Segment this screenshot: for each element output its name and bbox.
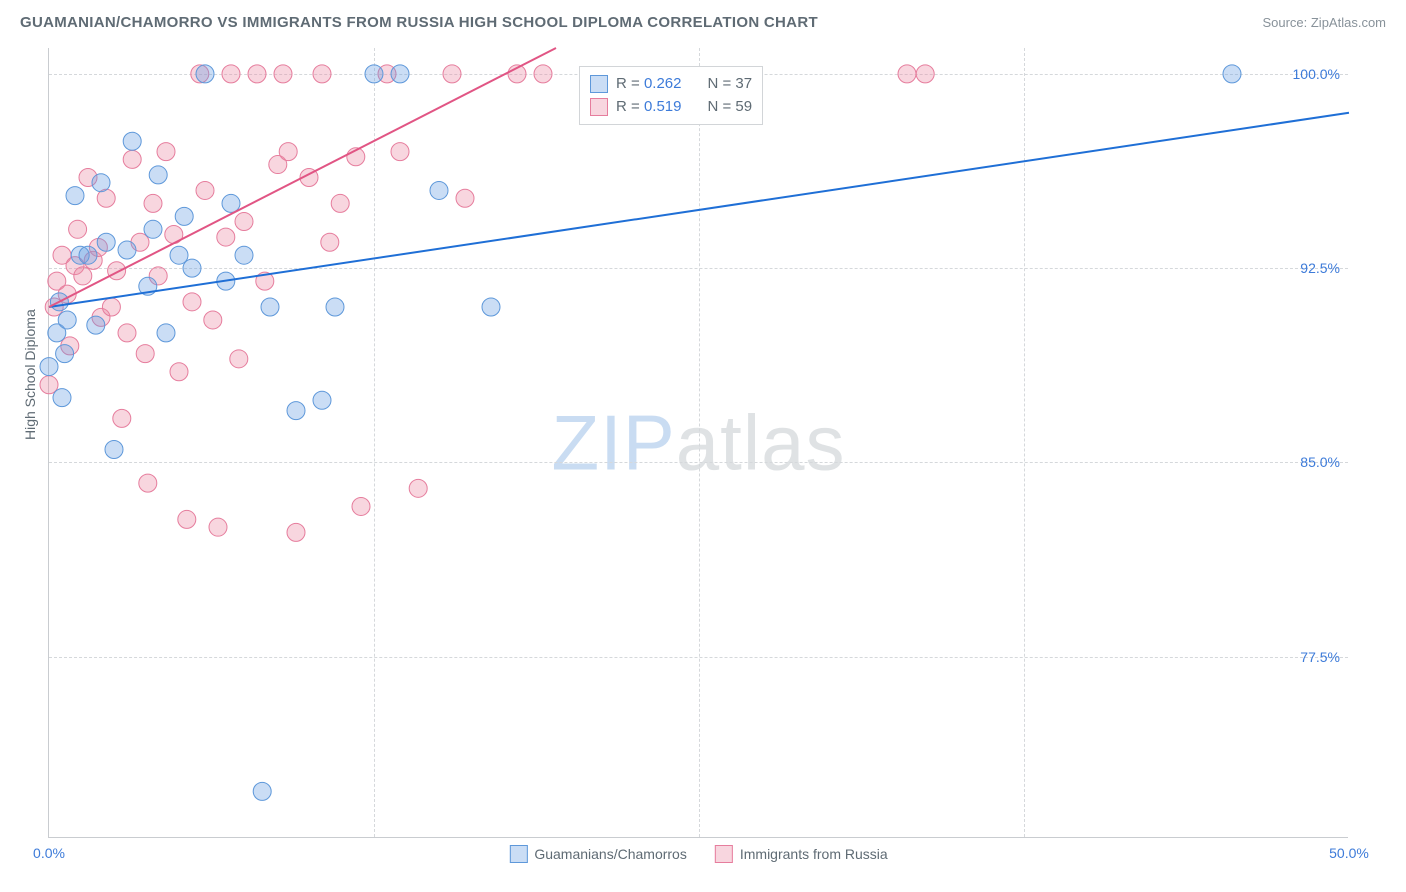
data-point bbox=[230, 350, 248, 368]
data-point bbox=[178, 510, 196, 528]
data-point bbox=[313, 391, 331, 409]
data-point bbox=[274, 65, 292, 83]
data-point bbox=[108, 262, 126, 280]
data-point bbox=[113, 409, 131, 427]
data-point bbox=[534, 65, 552, 83]
data-point bbox=[183, 259, 201, 277]
legend-row: R = 0.519 N = 59 bbox=[590, 96, 752, 119]
data-point bbox=[196, 65, 214, 83]
data-point bbox=[391, 143, 409, 161]
chart-title: GUAMANIAN/CHAMORRO VS IMMIGRANTS FROM RU… bbox=[20, 14, 818, 31]
data-point bbox=[204, 311, 222, 329]
plot-area: ZIPatlas R = 0.262N = 37R = 0.519N = 59 … bbox=[48, 48, 1348, 838]
data-point bbox=[79, 246, 97, 264]
data-point bbox=[409, 479, 427, 497]
data-point bbox=[66, 187, 84, 205]
data-point bbox=[69, 220, 87, 238]
data-point bbox=[321, 233, 339, 251]
data-point bbox=[157, 143, 175, 161]
data-point bbox=[123, 150, 141, 168]
data-point bbox=[183, 293, 201, 311]
data-point bbox=[235, 246, 253, 264]
data-point bbox=[456, 189, 474, 207]
data-point bbox=[261, 298, 279, 316]
legend-item-a: Guamanians/Chamorros bbox=[509, 845, 687, 863]
data-point bbox=[916, 65, 934, 83]
data-point bbox=[365, 65, 383, 83]
x-tick-label: 0.0% bbox=[33, 845, 65, 861]
data-point bbox=[53, 389, 71, 407]
r-label: R = 0.262 bbox=[616, 73, 681, 96]
legend-label-a: Guamanians/Chamorros bbox=[534, 846, 687, 862]
data-point bbox=[40, 358, 58, 376]
data-point bbox=[287, 402, 305, 420]
data-point bbox=[74, 267, 92, 285]
data-point bbox=[352, 497, 370, 515]
y-axis-label: High School Diploma bbox=[22, 309, 38, 440]
data-point bbox=[144, 220, 162, 238]
swatch-icon bbox=[509, 845, 527, 863]
legend-label-b: Immigrants from Russia bbox=[740, 846, 888, 862]
x-tick-label: 50.0% bbox=[1329, 845, 1369, 861]
data-point bbox=[1223, 65, 1241, 83]
legend-item-b: Immigrants from Russia bbox=[715, 845, 888, 863]
data-point bbox=[482, 298, 500, 316]
legend-row: R = 0.262 N = 37 bbox=[590, 73, 752, 96]
data-point bbox=[56, 345, 74, 363]
swatch-icon bbox=[715, 845, 733, 863]
data-point bbox=[175, 207, 193, 225]
data-point bbox=[136, 345, 154, 363]
data-point bbox=[331, 194, 349, 212]
data-point bbox=[313, 65, 331, 83]
data-point bbox=[253, 782, 271, 800]
data-point bbox=[209, 518, 227, 536]
data-point bbox=[443, 65, 461, 83]
data-point bbox=[430, 181, 448, 199]
swatch-icon bbox=[590, 75, 608, 93]
data-point bbox=[279, 143, 297, 161]
data-point bbox=[87, 316, 105, 334]
n-label: N = 59 bbox=[707, 96, 752, 119]
correlation-legend: R = 0.262 N = 37 R = 0.519 N = 59 bbox=[579, 66, 763, 125]
trend-line bbox=[49, 113, 1349, 307]
r-label: R = 0.519 bbox=[616, 96, 681, 119]
data-point bbox=[102, 298, 120, 316]
data-point bbox=[149, 166, 167, 184]
data-point bbox=[139, 474, 157, 492]
data-point bbox=[326, 298, 344, 316]
data-point bbox=[898, 65, 916, 83]
data-point bbox=[92, 174, 110, 192]
data-point bbox=[105, 440, 123, 458]
data-point bbox=[248, 65, 266, 83]
chart-source: Source: ZipAtlas.com bbox=[1262, 15, 1386, 30]
data-point bbox=[235, 213, 253, 231]
data-point bbox=[97, 233, 115, 251]
data-point bbox=[217, 228, 235, 246]
data-point bbox=[196, 181, 214, 199]
data-point bbox=[118, 241, 136, 259]
chart-svg bbox=[49, 48, 1348, 837]
data-point bbox=[170, 363, 188, 381]
data-point bbox=[118, 324, 136, 342]
data-point bbox=[144, 194, 162, 212]
data-point bbox=[287, 523, 305, 541]
data-point bbox=[58, 311, 76, 329]
data-point bbox=[391, 65, 409, 83]
data-point bbox=[157, 324, 175, 342]
n-label: N = 37 bbox=[707, 73, 752, 96]
swatch-icon bbox=[590, 98, 608, 116]
series-legend: Guamanians/Chamorros Immigrants from Rus… bbox=[509, 845, 887, 863]
data-point bbox=[123, 132, 141, 150]
data-point bbox=[222, 65, 240, 83]
